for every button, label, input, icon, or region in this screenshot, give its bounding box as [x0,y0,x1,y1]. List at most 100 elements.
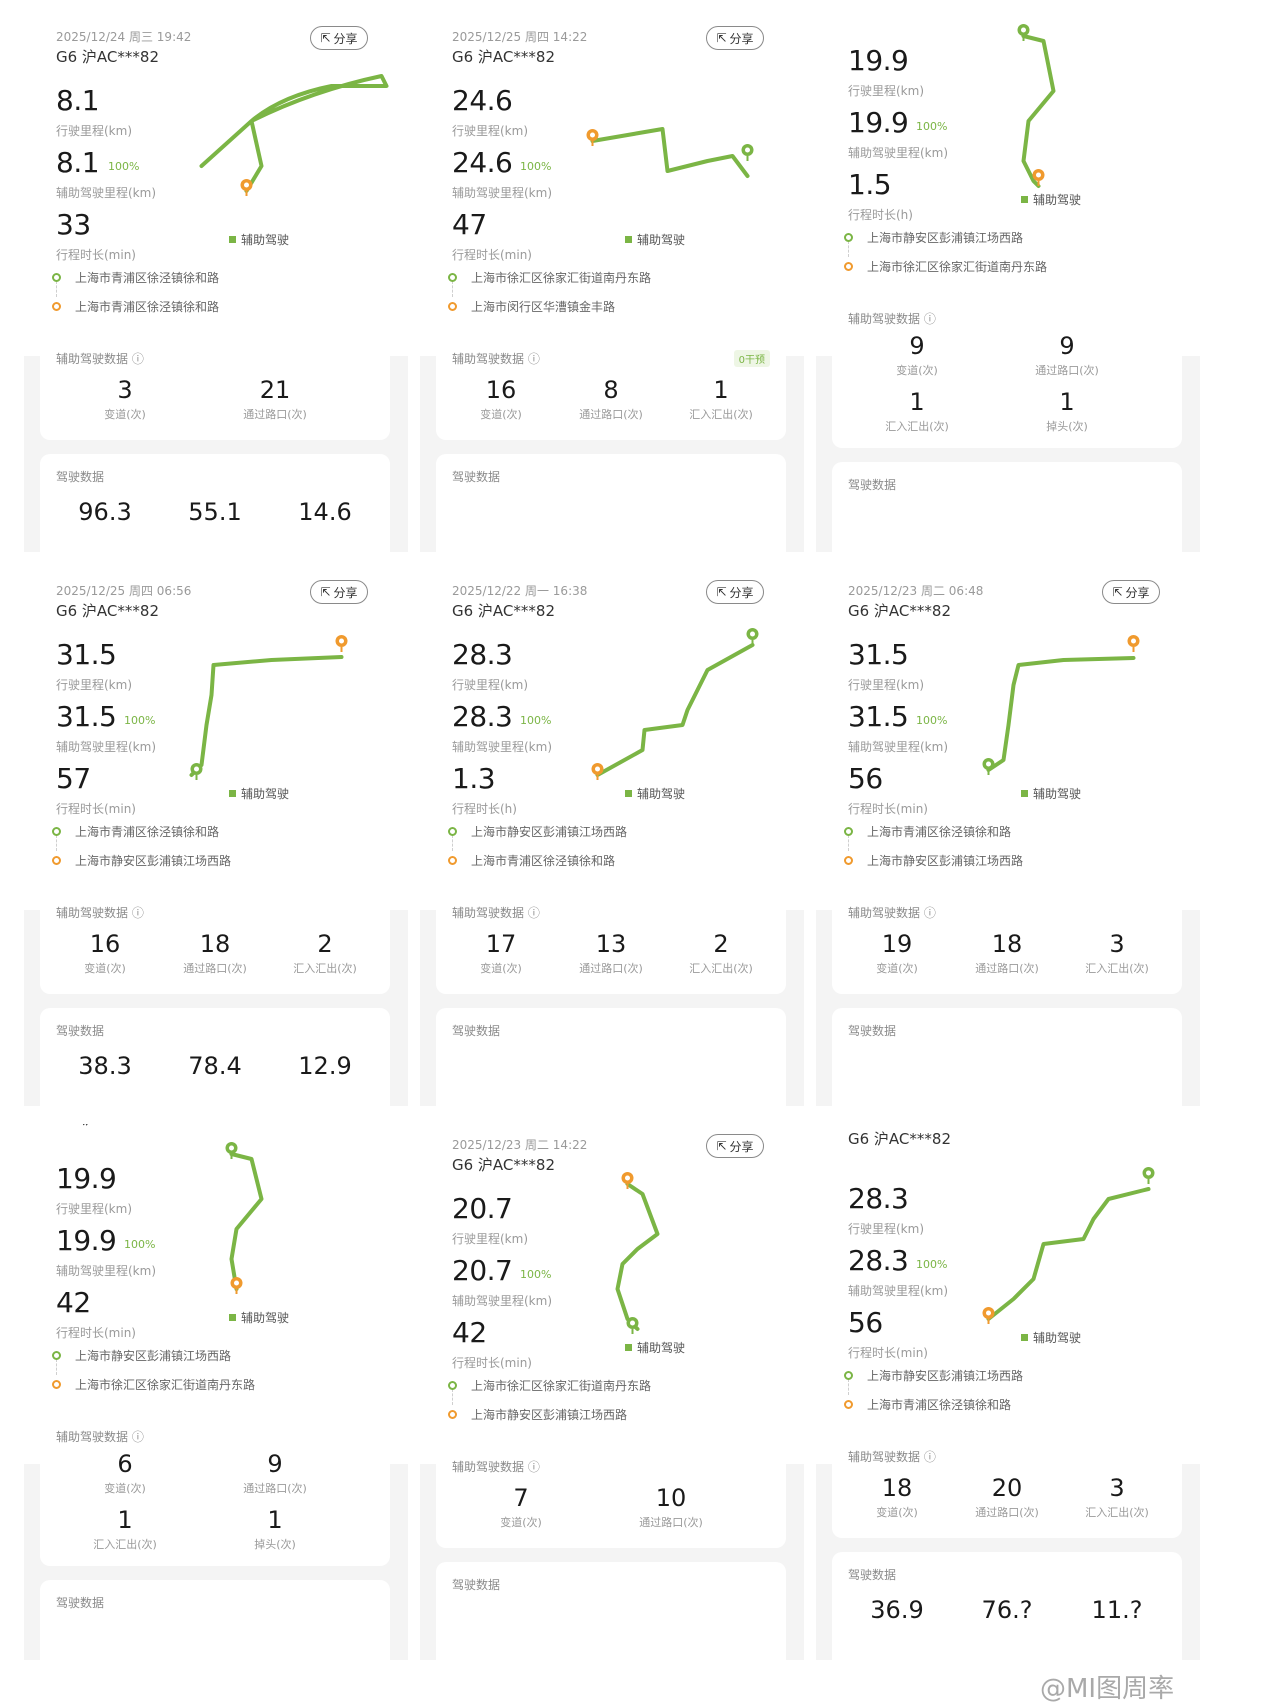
assist-data-card: 辅助驾驶数据 ⓘ 18 变道(次) 20 通过路口(次) 3 汇入汇出(次) [832,1434,1182,1538]
vehicle-plate: G6 沪AC***82 [848,602,951,620]
share-label: 分享 [333,31,358,46]
route-legend: 辅助驾驶 [625,1339,685,1356]
vehicle-plate: G6 沪AC***82 [56,602,159,620]
distance-label: 行驶里程(km) [848,678,925,692]
duration-value: 56 [848,762,883,795]
end-dot-icon [844,856,853,865]
assist-stat-label: 变道(次) [480,408,522,421]
assist-stat-value: 9 [267,1450,283,1478]
drive-data-card: 驾驶数据 38.3 78.4 12.9 [40,1008,390,1106]
route-line [615,1182,660,1331]
end-pin-icon [230,1277,243,1294]
assist-stat: 3 变道(次) [70,376,180,422]
assist-data-card: 辅助驾驶数据 ⓘ 16 变道(次) 18 通过路口(次) 2 汇入汇出(次) [40,890,390,994]
assist-stat-label: 通过路口(次) [183,962,247,975]
start-location: 上海市徐汇区徐家汇街道南丹东路 [448,269,651,286]
route-connector [56,1359,57,1375]
start-dot-icon [844,1371,853,1380]
assist-percent: 100% [124,714,156,727]
drive-data-title: 驾驶数据 [848,478,897,492]
assist-stat-label: 通过路口(次) [243,408,307,421]
drive-stat-number: 76.? [981,1596,1033,1624]
assist-stat-value: 3 [1109,930,1125,958]
end-location: 上海市青浦区徐泾镇徐和路 [448,852,615,869]
assist-stat-label: 汇入汇出(次) [293,962,357,975]
duration-value: 47 [452,208,487,241]
trip-date: 2025/12/24 周三 19:42 [56,30,192,44]
assist-stat-value: 1 [1059,388,1075,416]
share-button[interactable]: ⇱ 分享 [1102,580,1160,604]
end-location: 上海市静安区彭浦镇江场西路 [844,852,1023,869]
assist-distance-label: 辅助驾驶里程(km) [56,740,157,754]
drive-stat-number: 78.4 [188,1052,242,1080]
assist-stat-value: 7 [513,1484,529,1512]
drive-data-title: 驾驶数据 [56,1024,105,1038]
start-location: 上海市静安区彭浦镇江场西路 [52,1347,231,1364]
route-connector [452,835,453,851]
end-location-label: 上海市青浦区徐泾镇徐和路 [867,1398,1012,1412]
end-location-label: 上海市徐汇区徐家汇街道南丹东路 [867,260,1048,274]
distance-label: 行驶里程(km) [452,124,529,138]
share-button[interactable]: ⇱ 分享 [310,580,368,604]
assist-distance-value: 19.9 [848,106,909,139]
share-button[interactable]: ⇱ 分享 [706,580,764,604]
assist-stat-label: 变道(次) [896,364,938,377]
assist-stat-value: 3 [1109,1474,1125,1502]
assist-stat: 17 变道(次) [446,930,556,976]
assist-stat-label: 变道(次) [104,408,146,421]
assist-stat-value: 10 [655,1484,687,1512]
distance-label: 行驶里程(km) [56,124,133,138]
route-map [189,635,348,780]
route-map [199,74,389,196]
start-dot-icon [448,827,457,836]
route-map [586,127,754,178]
drive-data-title: 驾驶数据 [452,470,501,484]
assist-stat: 20 通过路口(次) [952,1474,1062,1520]
route-legend: 辅助驾驶 [229,1309,289,1326]
assist-stat-label: 通过路口(次) [1035,364,1099,377]
trip-summary-area [24,1124,408,1464]
end-pin-icon [591,763,604,780]
assist-stat-value: 9 [909,332,925,360]
assist-data-title: 辅助驾驶数据 ⓘ [56,352,144,366]
assist-stat: 18 通过路口(次) [952,930,1062,976]
drive-stat-number: 14.6 [298,498,352,526]
assist-stat: 2 汇入汇出(次) [270,930,380,976]
legend-label: 辅助驾驶 [637,787,686,801]
assist-stat-value: 3 [117,376,133,404]
assist-stat-label: 变道(次) [500,1516,542,1529]
end-pin-icon [335,635,348,652]
share-button[interactable]: ⇱ 分享 [706,1134,764,1158]
end-dot-icon [52,856,61,865]
end-pin-icon [1032,169,1045,186]
route-legend: 辅助驾驶 [1021,785,1081,802]
drive-data-card: 驾驶数据 [436,1562,786,1660]
distance-value: 19.9 [848,44,909,77]
route-line [189,655,344,777]
legend-swatch-icon [229,1314,236,1321]
assist-distance-label: 辅助驾驶里程(km) [452,1294,553,1308]
trip-summary-area [24,16,408,356]
drive-stat-value: 14.6 [270,498,380,526]
share-icon: ⇱ [716,31,727,45]
share-icon: ⇱ [716,1139,727,1153]
duration-value: 56 [848,1306,883,1339]
assist-percent: 100% [916,714,948,727]
drive-data-title: 驾驶数据 [452,1024,501,1038]
route-line [229,1152,264,1291]
end-pin-icon [982,1307,995,1324]
drive-stat-value: 11.? [1062,1596,1172,1624]
assist-stat: 18 变道(次) [842,1474,952,1520]
start-pin-icon [626,1317,639,1334]
assist-stat-value: 19 [881,930,913,958]
end-location-label: 上海市闵行区华漕镇金丰路 [471,300,616,314]
trip-summary-area [420,570,804,910]
assist-stat-label: 变道(次) [876,962,918,975]
share-label: 分享 [1125,585,1150,600]
end-location: 上海市静安区彭浦镇江场西路 [52,852,231,869]
assist-stat-value: 13 [595,930,627,958]
share-button[interactable]: ⇱ 分享 [310,26,368,50]
drive-stat-number: 12.9 [298,1052,352,1080]
route-connector [56,281,57,297]
share-button[interactable]: ⇱ 分享 [706,26,764,50]
